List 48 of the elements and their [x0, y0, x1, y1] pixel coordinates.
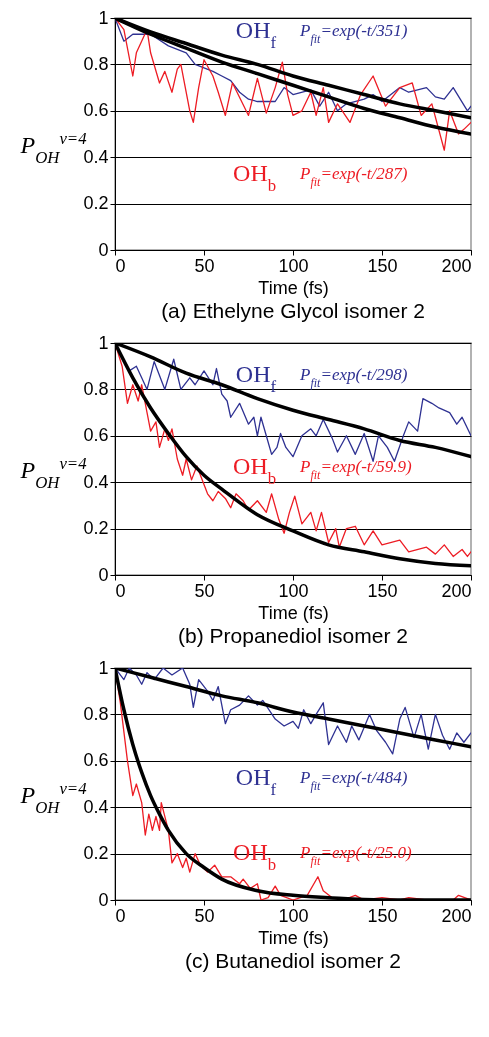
x-tick-label: 150 — [367, 905, 398, 926]
y-tick-label: 0 — [98, 564, 109, 585]
y-tick-label: 0.6 — [83, 750, 109, 771]
annotation: P$_{fit}$=exp(-t/287) — [299, 164, 408, 190]
x-tick-label: 200 — [441, 580, 472, 601]
y-tick-label: 0.6 — [83, 425, 109, 446]
y-tick-label: 1 — [98, 657, 109, 678]
text: (a) Ethelyne Glycol isomer 2 — [161, 299, 425, 322]
series-label: OH$_{f}$ — [235, 763, 277, 799]
series-label: OH$_{b}$ — [233, 160, 277, 195]
annotation: P$_{fit}$=exp(-t/484) — [299, 767, 408, 793]
y-tick-label: 0.4 — [83, 146, 109, 167]
x-tick-label: 50 — [194, 580, 215, 601]
x-axis-title: Time (fs) — [258, 927, 329, 948]
annotation: P$_{fit}$=exp(-t/59.9) — [299, 457, 413, 483]
y-tick-label: 0 — [98, 889, 109, 910]
y-tick-label: 1 — [98, 7, 109, 28]
x-tick-label: 100 — [278, 905, 309, 926]
annotation: P$_{fit}$=exp(-t/351) — [299, 21, 408, 47]
annotation: P$_{fit}$=exp(-t/298) — [299, 364, 408, 390]
text: (c) Butanediol isomer 2 — [185, 949, 401, 972]
y-tick-label: 0.2 — [83, 193, 109, 214]
y-tick-label: 1 — [98, 332, 109, 353]
y-tick-label: 0.2 — [83, 843, 109, 864]
x-tick-label: 150 — [367, 255, 398, 276]
x-tick-label: 50 — [194, 905, 215, 926]
series-label: OH$_{f}$ — [235, 360, 277, 396]
x-tick-label: 200 — [441, 905, 472, 926]
x-axis-title: Time (fs) — [258, 277, 329, 298]
text: (b) Propanediol isomer 2 — [178, 624, 408, 647]
x-tick-label: 0 — [115, 255, 126, 276]
y-tick-label: 0.8 — [83, 53, 109, 74]
x-tick-label: 150 — [367, 580, 398, 601]
x-axis-title: Time (fs) — [258, 602, 329, 623]
x-tick-label: 200 — [441, 255, 472, 276]
y-tick-label: 0 — [98, 239, 109, 260]
x-tick-label: 0 — [115, 580, 126, 601]
x-tick-label: 100 — [278, 580, 309, 601]
y-tick-label: 0.4 — [83, 471, 109, 492]
y-tick-label: 0.2 — [83, 518, 109, 539]
x-tick-label: 0 — [115, 905, 126, 926]
y-tick-label: 0.8 — [83, 378, 109, 399]
y-tick-label: 0.6 — [83, 100, 109, 121]
y-tick-label: 0.4 — [83, 796, 109, 817]
series-label: OH$_{f}$ — [235, 17, 277, 52]
y-tick-label: 0.8 — [83, 703, 109, 724]
x-tick-label: 50 — [194, 255, 215, 276]
x-tick-label: 100 — [278, 255, 309, 276]
